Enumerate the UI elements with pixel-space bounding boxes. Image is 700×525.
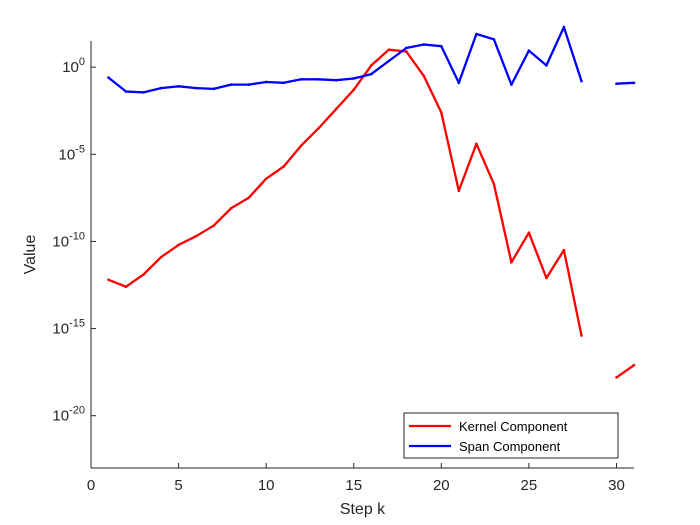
data-point — [457, 81, 461, 85]
data-point — [334, 107, 338, 111]
data-point — [632, 81, 636, 85]
data-point — [492, 37, 496, 41]
data-point — [562, 25, 566, 29]
y-tick-label: 10-20 — [52, 405, 85, 425]
data-point — [124, 90, 128, 93]
data-point — [177, 243, 180, 247]
data-point — [562, 248, 566, 252]
y-tick-label: 10-10 — [52, 230, 85, 250]
data-point — [545, 64, 548, 67]
data-point — [440, 111, 443, 114]
data-point — [264, 177, 268, 180]
data-point — [317, 126, 321, 130]
data-point — [247, 196, 250, 200]
data-point — [229, 83, 233, 86]
data-point — [142, 273, 145, 276]
data-point — [107, 278, 110, 282]
data-point — [580, 79, 583, 83]
data-point — [352, 88, 356, 92]
data-point — [475, 142, 478, 146]
data-point — [422, 74, 426, 78]
data-point — [229, 207, 233, 210]
data-point — [212, 87, 215, 91]
legend-label: Span Component — [459, 439, 561, 454]
legend-label: Kernel Component — [459, 419, 568, 434]
plot-area: 0 5 10 15 20 25 30 100 10-5 10-10 10-15 10-20 — [52, 25, 636, 494]
data-point — [457, 189, 461, 193]
data-point — [440, 44, 443, 48]
data-point — [632, 363, 636, 367]
data-point — [299, 144, 303, 147]
data-point — [299, 78, 303, 81]
x-tick-label: 20 — [433, 477, 450, 494]
series-layer — [107, 25, 636, 379]
data-point — [580, 334, 583, 337]
data-point — [247, 83, 250, 86]
y-tick-label: 10-15 — [52, 318, 85, 338]
data-point — [282, 81, 285, 85]
data-point — [194, 86, 198, 90]
data-point — [369, 72, 373, 76]
data-point — [334, 78, 338, 82]
data-point — [527, 49, 531, 52]
series-line-span — [616, 81, 635, 85]
data-point — [317, 78, 321, 81]
data-point — [159, 255, 163, 259]
data-point — [177, 85, 180, 88]
data-point — [404, 50, 408, 53]
y-tick-label: 10-5 — [59, 143, 85, 163]
data-point — [545, 276, 548, 280]
data-point — [282, 165, 285, 168]
data-point — [387, 48, 391, 52]
data-point — [194, 234, 198, 238]
series-line-kernel — [615, 364, 635, 379]
data-point — [142, 91, 145, 94]
data-point — [124, 285, 128, 289]
data-point — [212, 224, 215, 228]
data-point — [159, 86, 163, 90]
x-tick-label: 30 — [608, 477, 625, 494]
data-point — [387, 59, 391, 63]
x-axis-title: Step k — [340, 501, 386, 518]
data-point — [369, 64, 373, 67]
x-tick-label: 0 — [87, 477, 95, 494]
data-point — [422, 43, 426, 46]
series-line-kernel — [108, 48, 583, 336]
data-point — [107, 76, 110, 79]
legend: Kernel Component Span Component — [403, 412, 619, 459]
x-tick-label: 15 — [345, 477, 362, 494]
y-axis-title: Value — [22, 235, 39, 275]
data-point — [615, 82, 618, 85]
data-point — [615, 376, 618, 379]
x-tick-label: 25 — [521, 477, 538, 494]
series-line-span — [107, 25, 583, 94]
y-axis-ticks: 100 10-5 10-10 10-15 10-20 — [52, 56, 96, 425]
x-tick-label: 10 — [258, 477, 275, 494]
data-point — [475, 32, 478, 36]
data-point — [264, 80, 268, 84]
data-point — [352, 77, 356, 80]
data-point — [527, 231, 531, 235]
data-point — [510, 261, 513, 264]
y-tick-label: 100 — [62, 56, 85, 76]
x-axis-ticks: 0 5 10 15 20 25 30 — [87, 463, 625, 494]
data-point — [510, 83, 513, 86]
data-point — [492, 182, 496, 186]
data-point — [404, 46, 408, 50]
x-tick-label: 5 — [174, 477, 182, 494]
legend-box — [403, 412, 619, 459]
